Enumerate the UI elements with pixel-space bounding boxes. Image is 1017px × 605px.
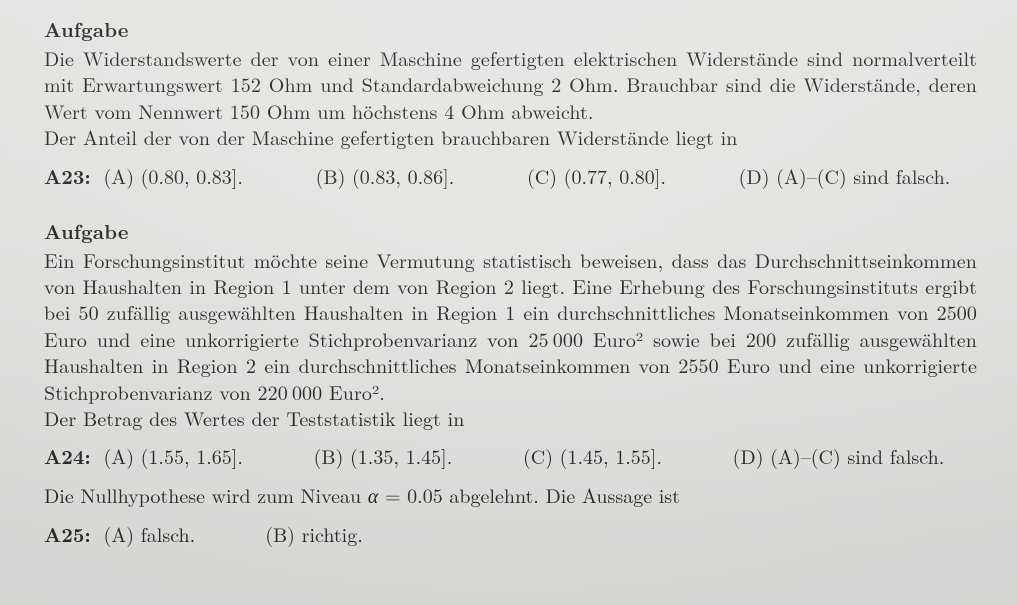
task2-heading: Aufgabe xyxy=(44,216,977,245)
q25-choice-a: A25: (A) falsch. xyxy=(44,519,195,548)
q24-choice-b: (B) (1.35, 1.45]. xyxy=(314,441,485,470)
q24-choices: A24: (A) (1.55, 1.65]. (B) (1.35, 1.45].… xyxy=(44,441,977,470)
task1-heading: Aufgabe xyxy=(44,14,977,43)
nullhyp-line: Die Nullhypothese wird zum Niveau α = 0.… xyxy=(44,482,977,508)
task1-body: Die Widerstandswerte der von einer Masch… xyxy=(44,45,977,151)
alpha-symbol: α xyxy=(368,480,379,509)
task2-body-line2: Der Betrag des Wertes der Teststatistik … xyxy=(44,403,465,432)
q24-a-text: (A) (1.55, 1.65]. xyxy=(103,441,242,470)
q24-label: A24: xyxy=(44,441,91,470)
nullhyp-post: = 0.05 abgelehnt. Die Aussage ist xyxy=(378,480,680,509)
q24-choice-d: (D) (A)–(C) sind falsch. xyxy=(733,441,977,470)
q25-choice-b: (B) richtig. xyxy=(265,519,363,548)
q23-choice-a: A23: (A) (0.80, 0.83]. xyxy=(44,161,270,190)
task1-body-line1: Die Widerstandswerte der von einer Masch… xyxy=(44,43,977,125)
task2-body-main: Ein Forschungsinstitut möchte seine Verm… xyxy=(44,245,977,406)
q23-choice-d: (D) (A)–(C) sind falsch. xyxy=(739,161,977,190)
q24-choice-c: (C) (1.45, 1.55]. xyxy=(523,441,695,470)
q23-a-text: (A) (0.80, 0.83]. xyxy=(103,161,242,190)
q23-label: A23: xyxy=(44,161,91,190)
q25-choices: A25: (A) falsch. (B) richtig. xyxy=(44,519,977,548)
task1-body-line2: Der Anteil der von der Maschine gefertig… xyxy=(44,122,738,151)
q23-choice-c: (C) (0.77, 0.80]. xyxy=(527,161,693,190)
q24-choice-a: A24: (A) (1.55, 1.65]. xyxy=(44,441,276,470)
q25-label: A25: xyxy=(44,519,91,548)
q25-a-text: (A) falsch. xyxy=(103,519,195,548)
q23-choices: A23: (A) (0.80, 0.83]. (B) (0.83, 0.86].… xyxy=(44,161,977,190)
task2-body: Ein Forschungsinstitut möchte seine Verm… xyxy=(44,247,977,432)
q23-choice-b: (B) (0.83, 0.86]. xyxy=(316,161,481,190)
page: Aufgabe Die Widerstandswerte der von ein… xyxy=(0,0,1017,605)
nullhyp-pre: Die Nullhypothese wird zum Niveau xyxy=(44,480,368,509)
